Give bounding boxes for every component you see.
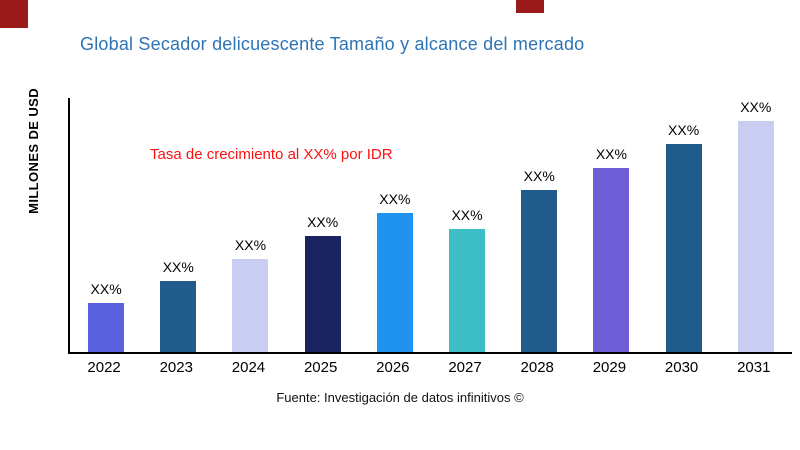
bar — [88, 303, 125, 352]
x-tick-label: 2029 — [592, 359, 627, 376]
plot-area: XX% XX% XX% XX% XX% XX% XX% XX% XX% XX% — [68, 98, 792, 354]
bar — [521, 190, 558, 352]
bar — [376, 213, 413, 352]
bar — [593, 168, 630, 352]
x-tick-label: 2028 — [520, 359, 554, 376]
bar-group: XX% — [160, 259, 197, 352]
bar — [304, 236, 341, 352]
bars-container: XX% XX% XX% XX% XX% XX% XX% XX% XX% XX% — [70, 98, 792, 352]
x-tick-label: 2023 — [159, 359, 193, 376]
bar-value-label: XX% — [379, 191, 411, 207]
bar-value-label: XX% — [668, 122, 700, 138]
x-tick-label: 2027 — [448, 359, 482, 376]
x-axis-ticks: 2022 2023 2024 2025 2026 2027 2028 2029 2030 2031 — [68, 359, 790, 376]
bar-group: XX% — [593, 146, 630, 352]
bar-group: XX% — [521, 168, 558, 352]
bar-group: XX% — [304, 214, 341, 352]
bar — [232, 259, 269, 352]
x-tick-label: 2031 — [737, 359, 771, 376]
bar-group: XX% — [665, 122, 702, 352]
bar-value-label: XX% — [595, 146, 627, 162]
bar-value-label: XX% — [234, 237, 267, 253]
bar-group: XX% — [376, 191, 413, 352]
bar-group: XX% — [88, 281, 125, 352]
x-tick-label: 2025 — [303, 359, 338, 376]
bar-value-label: XX% — [162, 259, 194, 275]
source-caption: Fuente: Investigación de datos infinitiv… — [276, 390, 524, 405]
bar-value-label: XX% — [740, 99, 772, 115]
bar-value-label: XX% — [451, 207, 483, 223]
bar — [665, 144, 702, 352]
x-tick-label: 2022 — [87, 359, 121, 376]
bar-group: XX% — [737, 99, 774, 352]
x-tick-label: 2030 — [664, 359, 699, 376]
bar-value-label: XX% — [307, 214, 339, 230]
x-tick-label: 2026 — [376, 359, 410, 376]
bar — [449, 229, 486, 352]
decor-square-top-center — [516, 0, 544, 13]
bar-group: XX% — [449, 207, 486, 352]
decor-square-top-left — [0, 0, 28, 28]
bar — [160, 281, 197, 352]
bar-value-label: XX% — [523, 168, 555, 184]
x-tick-label: 2024 — [231, 359, 266, 376]
bar-group: XX% — [232, 237, 269, 352]
y-axis-label: MILLONES DE USD — [26, 88, 41, 214]
bar — [737, 121, 774, 352]
bar-value-label: XX% — [90, 281, 122, 297]
growth-rate-annotation: Tasa de crecimiento al XX% por IDR — [150, 146, 393, 163]
chart-title: Global Secador delicuescente Tamaño y al… — [80, 34, 585, 54]
